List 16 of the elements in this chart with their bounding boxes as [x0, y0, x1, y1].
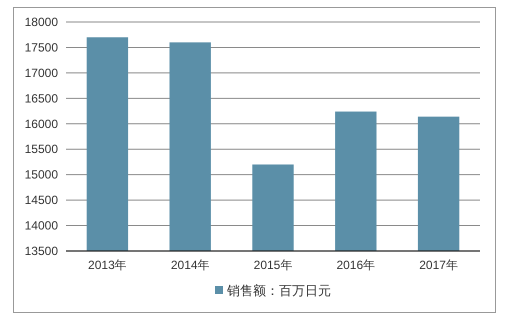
y-tick-label: 17500 [24, 40, 58, 54]
x-tick-label: 2017年 [419, 258, 458, 272]
x-tick-label: 2014年 [170, 258, 210, 272]
y-tick-label: 15000 [24, 168, 58, 182]
x-tick-label: 2015年 [254, 258, 292, 272]
y-tick-label: 15500 [24, 142, 58, 156]
y-tick-label: 16500 [24, 91, 58, 106]
y-tick-label: 14500 [24, 193, 58, 208]
legend: 销售额：百万日元 [215, 283, 331, 298]
y-tick-label: 16000 [24, 116, 58, 131]
y-tick-label: 18000 [24, 15, 58, 29]
y-tick-label: 14000 [24, 218, 58, 233]
y-tick-label: 17000 [24, 66, 58, 80]
x-tick-label: 2016年 [336, 258, 376, 272]
x-tick-label: 2013年 [88, 258, 127, 272]
y-tick-label: 13500 [24, 244, 58, 258]
